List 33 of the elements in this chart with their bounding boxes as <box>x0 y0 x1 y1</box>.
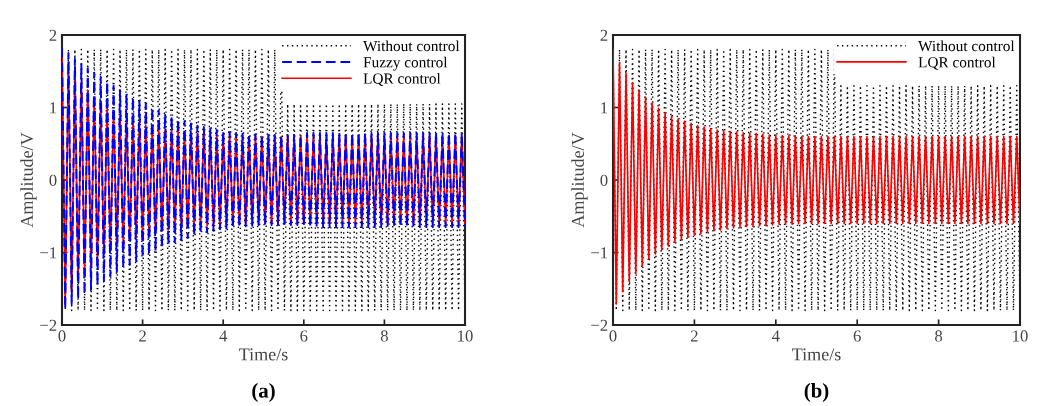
legend-label: Without control <box>363 40 460 52</box>
legend-label: LQR control <box>363 72 441 87</box>
x-tick-label: 6 <box>853 330 861 342</box>
y-tick-label: 0 <box>600 174 608 186</box>
y-tick-label: −2 <box>40 319 57 331</box>
y-tick-label: 0 <box>49 174 57 186</box>
legend-label: Fuzzy control <box>363 56 448 71</box>
y-tick-label: 1 <box>601 102 608 114</box>
x-tick-label: 6 <box>300 330 308 342</box>
x-tick-label: 8 <box>380 330 388 342</box>
x-tick-label: 0 <box>58 330 66 342</box>
text: (b) <box>804 383 829 402</box>
y-tick-label: −1 <box>40 247 57 259</box>
x-tick-label: 2 <box>690 330 698 342</box>
y-axis-title: Amplitude/V <box>20 132 37 228</box>
x-tick-label: 0 <box>609 330 617 342</box>
y-tick-label: 1 <box>50 102 57 114</box>
x-tick-label: 4 <box>771 330 780 342</box>
y-tick-label: 2 <box>600 29 608 41</box>
x-tick-label: 4 <box>219 330 228 342</box>
y-tick-label: −1 <box>591 247 608 259</box>
legend-label: Without control <box>918 40 1015 52</box>
y-tick-label: 2 <box>49 29 57 41</box>
text: (a) <box>252 383 275 402</box>
x-axis-title: Time/s <box>792 348 841 361</box>
x-tick-label: 10 <box>1013 330 1028 342</box>
x-tick-label: 2 <box>139 330 146 342</box>
x-tick-label: 10 <box>458 330 473 342</box>
x-tick-label: 8 <box>935 330 943 342</box>
legend-label: LQR control <box>918 56 996 70</box>
y-tick-label: −2 <box>591 319 608 331</box>
x-axis-title: Time/s <box>239 348 288 361</box>
y-axis-title: Amplitude/V <box>571 132 588 228</box>
